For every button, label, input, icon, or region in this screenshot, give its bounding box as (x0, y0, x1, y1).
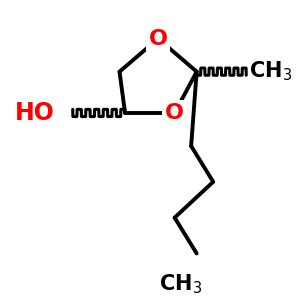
Text: O: O (148, 28, 168, 49)
Text: CH$_{3}$: CH$_{3}$ (159, 273, 202, 296)
Text: CH$_{3}$: CH$_{3}$ (249, 60, 292, 83)
Text: HO: HO (15, 101, 55, 125)
Text: O: O (165, 103, 184, 123)
